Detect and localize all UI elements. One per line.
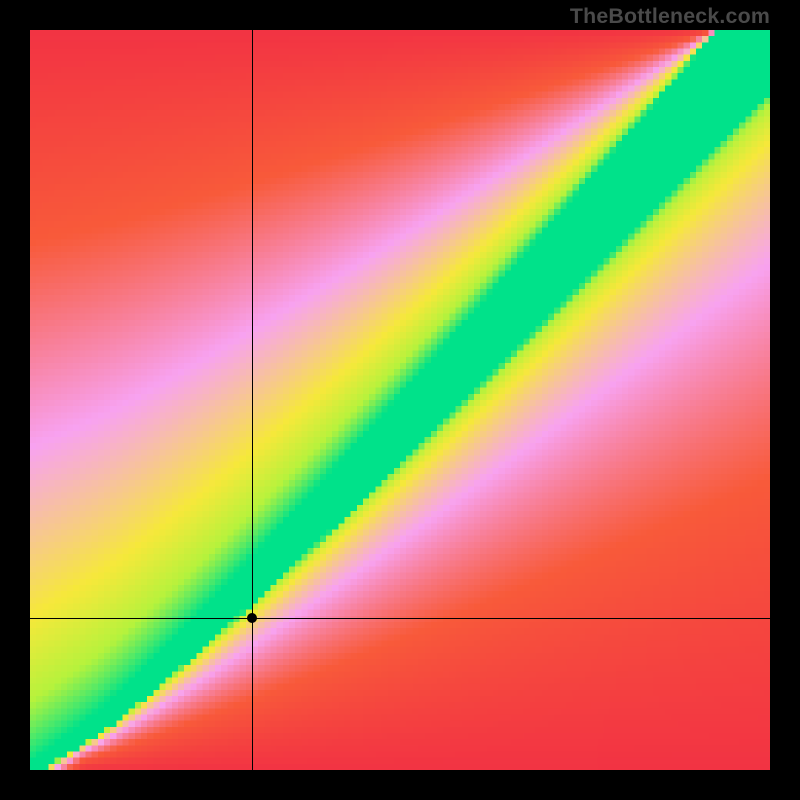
data-point-marker	[247, 613, 257, 623]
crosshair-horizontal	[30, 618, 770, 619]
watermark-text: TheBottleneck.com	[570, 4, 770, 29]
chart-container: TheBottleneck.com	[0, 0, 800, 800]
heatmap-canvas	[30, 30, 770, 770]
crosshair-vertical	[252, 30, 253, 770]
